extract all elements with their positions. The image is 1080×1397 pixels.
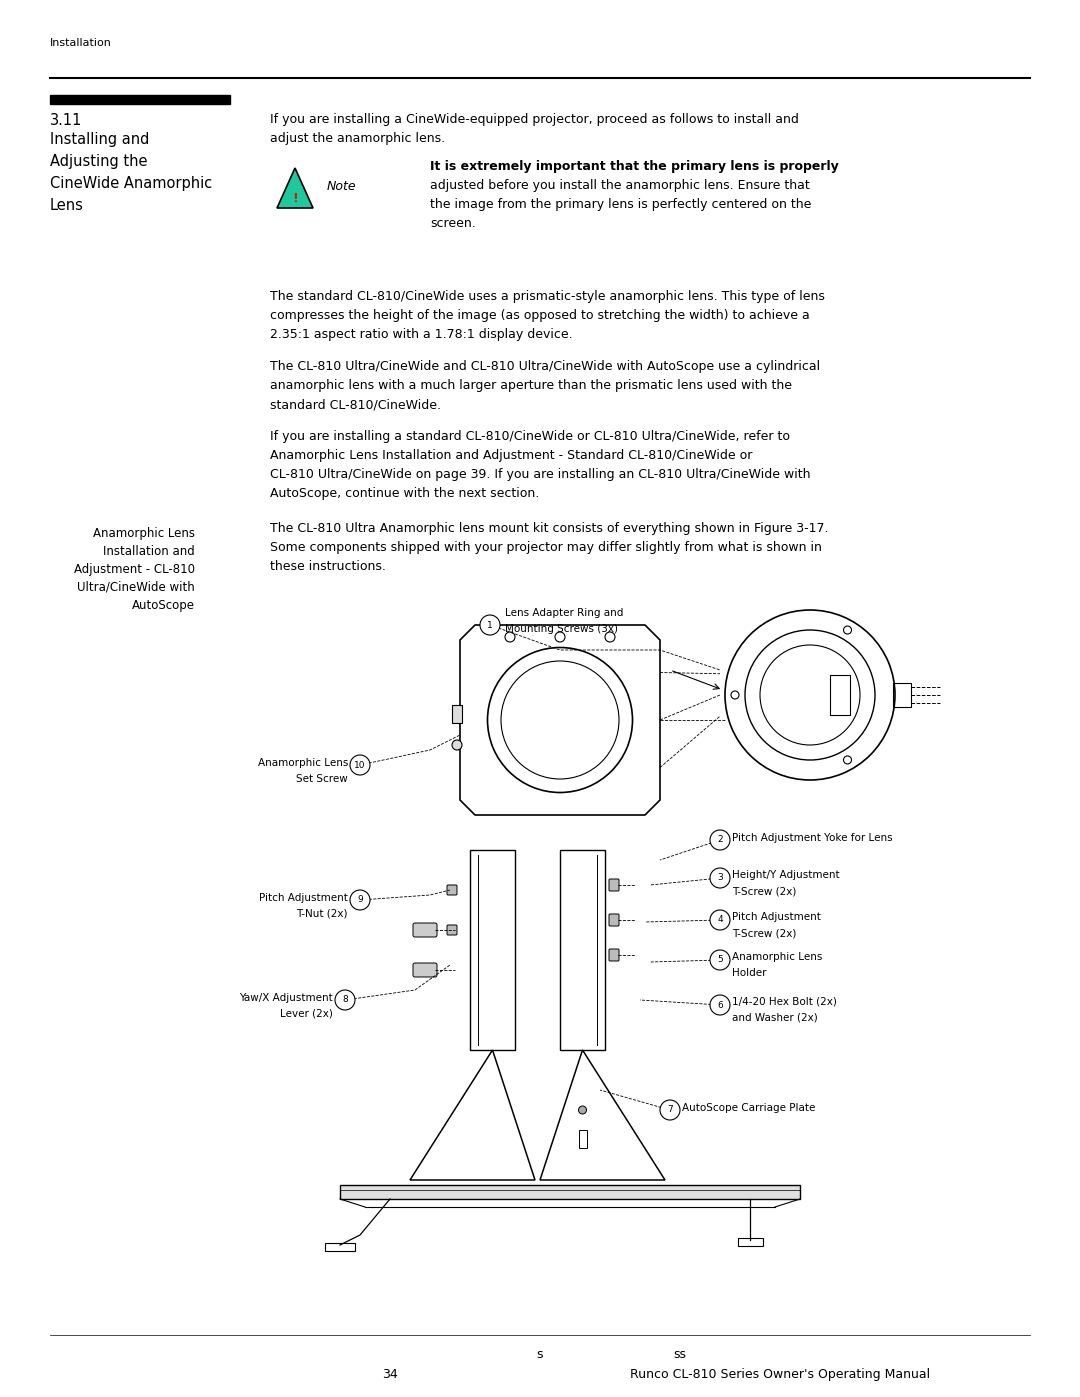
FancyBboxPatch shape [447,925,457,935]
Circle shape [710,868,730,888]
Polygon shape [276,168,313,208]
Circle shape [579,1106,586,1113]
FancyBboxPatch shape [609,914,619,926]
FancyBboxPatch shape [413,923,437,937]
Text: anamorphic lens with a much larger aperture than the prismatic lens used with th: anamorphic lens with a much larger apert… [270,379,792,393]
Text: AutoScope Carriage Plate: AutoScope Carriage Plate [681,1104,815,1113]
Bar [579,1130,586,1148]
Text: Lens: Lens [50,198,84,212]
Text: 9: 9 [357,895,363,904]
Circle shape [710,995,730,1016]
Text: !: ! [292,191,298,204]
Text: Set Screw: Set Screw [296,774,348,784]
Text: AutoScope, continue with the next section.: AutoScope, continue with the next sectio… [270,488,539,500]
Text: 1: 1 [487,620,492,630]
Bar [561,849,605,1051]
Text: Some components shipped with your projector may differ slightly from what is sho: Some components shipped with your projec… [270,541,822,555]
Text: 7: 7 [667,1105,673,1115]
Text: 10: 10 [354,760,366,770]
Text: If you are installing a CineWide-equipped projector, proceed as follows to insta: If you are installing a CineWide-equippe… [270,113,799,126]
Text: these instructions.: these instructions. [270,560,386,573]
Text: Anamorphic Lens: Anamorphic Lens [93,527,195,541]
Text: the image from the primary lens is perfectly centered on the: the image from the primary lens is perfe… [430,198,811,211]
Text: Runco CL-810 Series Owner's Operating Manual: Runco CL-810 Series Owner's Operating Ma… [630,1368,930,1382]
Text: s: s [537,1348,543,1361]
Text: 8: 8 [342,996,348,1004]
Circle shape [480,615,500,636]
Text: adjust the anamorphic lens.: adjust the anamorphic lens. [270,131,445,145]
FancyBboxPatch shape [609,879,619,891]
FancyBboxPatch shape [413,963,437,977]
Text: Ultra/CineWide with: Ultra/CineWide with [78,581,195,594]
Text: The CL-810 Ultra/CineWide and CL-810 Ultra/CineWide with AutoScope use a cylindr: The CL-810 Ultra/CineWide and CL-810 Ult… [270,360,820,373]
Bar [453,705,462,724]
FancyBboxPatch shape [609,949,619,961]
Text: 2.35:1 aspect ratio with a 1.78:1 display device.: 2.35:1 aspect ratio with a 1.78:1 displa… [270,328,572,341]
Circle shape [453,740,462,750]
Text: Pitch Adjustment: Pitch Adjustment [732,912,821,922]
Text: 4: 4 [717,915,723,925]
Text: compresses the height of the image (as opposed to stretching the width) to achie: compresses the height of the image (as o… [270,309,810,321]
Text: 6: 6 [717,1000,723,1010]
Circle shape [710,830,730,849]
Bar [325,1243,355,1250]
Text: Holder: Holder [732,968,767,978]
Circle shape [350,890,370,909]
Text: Anamorphic Lens Installation and Adjustment - Standard CL-810/CineWide or: Anamorphic Lens Installation and Adjustm… [270,448,753,462]
Text: It is extremely important that the primary lens is properly: It is extremely important that the prima… [430,161,839,173]
Text: CineWide Anamorphic: CineWide Anamorphic [50,176,213,191]
Circle shape [335,990,355,1010]
Text: ss: ss [674,1348,687,1361]
Text: T-Screw (2x): T-Screw (2x) [732,928,796,937]
Text: Lens Adapter Ring and: Lens Adapter Ring and [505,608,623,617]
FancyBboxPatch shape [447,886,457,895]
Text: Pitch Adjustment Yoke for Lens: Pitch Adjustment Yoke for Lens [732,833,893,842]
Circle shape [660,1099,680,1120]
Bar [50,95,230,103]
Text: adjusted before you install the anamorphic lens. Ensure that: adjusted before you install the anamorph… [430,179,810,191]
Bar [738,1238,762,1246]
Text: 3: 3 [717,873,723,883]
Text: The standard CL-810/CineWide uses a prismatic-style anamorphic lens. This type o: The standard CL-810/CineWide uses a pris… [270,291,825,303]
Bar [831,675,850,715]
Bar [893,683,912,707]
Text: T-Screw (2x): T-Screw (2x) [732,886,796,895]
Text: 3.11: 3.11 [50,113,82,129]
Text: and Washer (2x): and Washer (2x) [732,1013,818,1023]
Circle shape [710,909,730,930]
Text: Note: Note [327,180,356,193]
Text: The CL-810 Ultra Anamorphic lens mount kit consists of everything shown in Figur: The CL-810 Ultra Anamorphic lens mount k… [270,522,828,535]
Text: Yaw/X Adjustment: Yaw/X Adjustment [240,993,333,1003]
Text: Installation and: Installation and [104,545,195,557]
Text: Lever (2x): Lever (2x) [280,1009,333,1018]
Bar [470,849,515,1051]
Text: Mounting Screws (3x): Mounting Screws (3x) [505,624,618,634]
Text: Height/Y Adjustment: Height/Y Adjustment [732,870,839,880]
Text: 5: 5 [717,956,723,964]
Text: Adjustment - CL-810: Adjustment - CL-810 [75,563,195,576]
Text: AutoScope: AutoScope [132,599,195,612]
Text: Adjusting the: Adjusting the [50,154,148,169]
Text: screen.: screen. [430,217,476,231]
Text: 1/4-20 Hex Bolt (2x): 1/4-20 Hex Bolt (2x) [732,997,837,1007]
Text: Anamorphic Lens: Anamorphic Lens [258,759,348,768]
Circle shape [350,754,370,775]
Circle shape [710,950,730,970]
Text: Anamorphic Lens: Anamorphic Lens [732,951,822,963]
Bar [340,1185,800,1199]
Text: 2: 2 [717,835,723,845]
Text: Installation: Installation [50,38,112,47]
Text: Pitch Adjustment: Pitch Adjustment [259,893,348,902]
Text: CL-810 Ultra/CineWide on page 39. If you are installing an CL-810 Ultra/CineWide: CL-810 Ultra/CineWide on page 39. If you… [270,468,810,481]
Text: If you are installing a standard CL-810/CineWide or CL-810 Ultra/CineWide, refer: If you are installing a standard CL-810/… [270,430,789,443]
Text: 34: 34 [382,1368,397,1382]
Text: T-Nut (2x): T-Nut (2x) [297,909,348,919]
Text: standard CL-810/CineWide.: standard CL-810/CineWide. [270,398,441,411]
Text: Installing and: Installing and [50,131,149,147]
